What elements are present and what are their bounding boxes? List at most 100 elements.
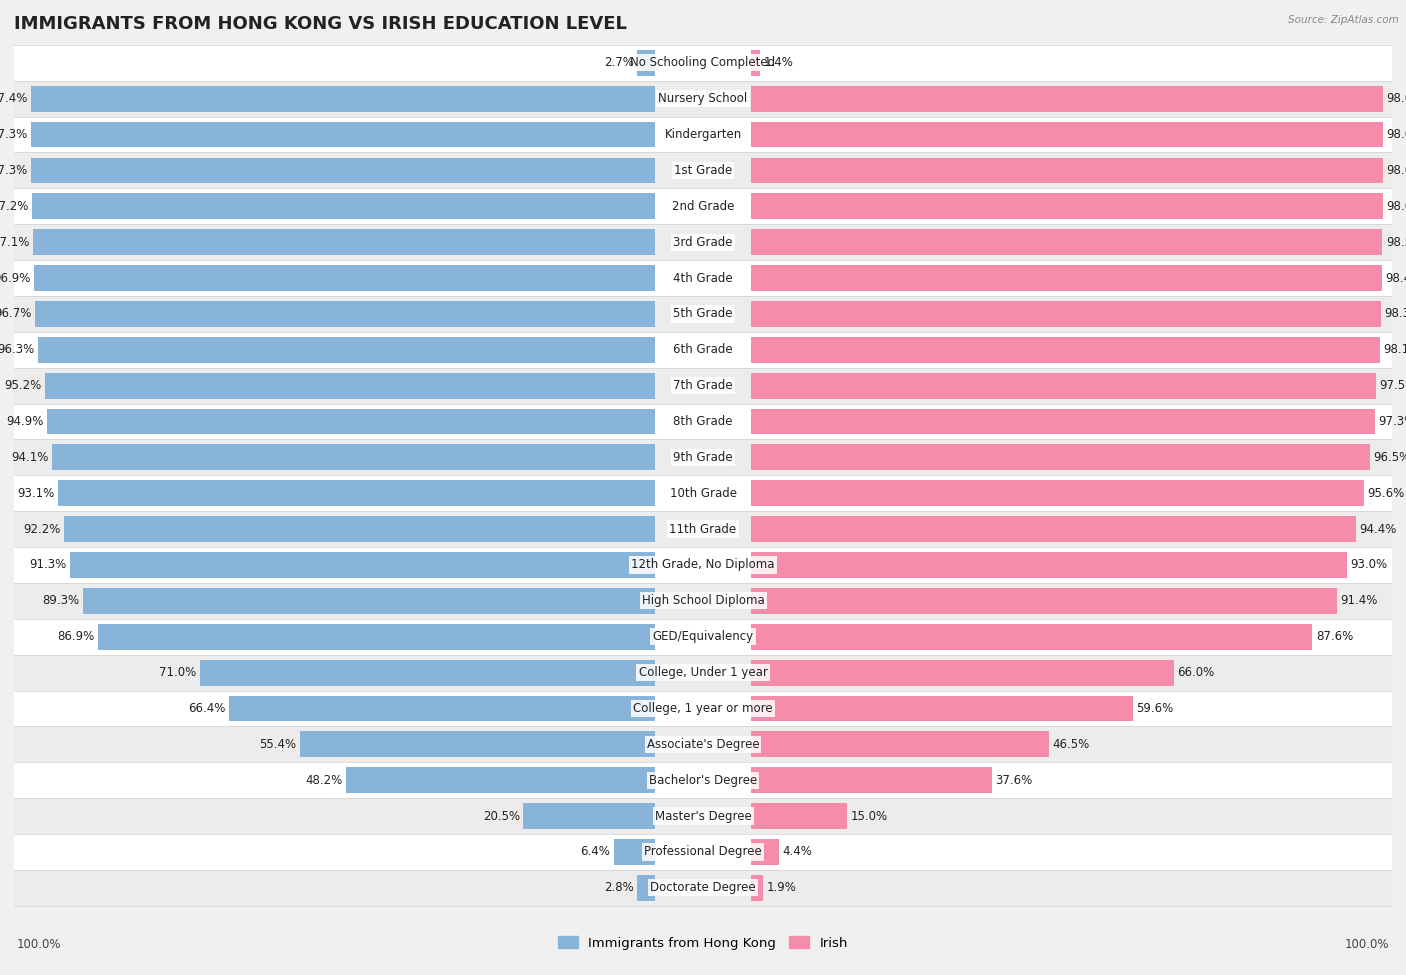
Bar (14, 332, 1392, 368)
Text: 59.6%: 59.6% (1136, 702, 1174, 715)
Bar (38, 336, 655, 363)
Text: 98.3%: 98.3% (1385, 307, 1406, 321)
Text: 20.5%: 20.5% (482, 809, 520, 823)
Text: 91.3%: 91.3% (30, 559, 66, 571)
Text: 87.6%: 87.6% (1316, 630, 1353, 644)
Text: 96.7%: 96.7% (0, 307, 32, 321)
Text: No Schooling Completed: No Schooling Completed (630, 57, 776, 69)
Bar (31, 122, 655, 147)
Text: College, Under 1 year: College, Under 1 year (638, 666, 768, 680)
Text: Bachelor's Degree: Bachelor's Degree (650, 774, 756, 787)
Text: 95.6%: 95.6% (1367, 487, 1405, 500)
Bar (751, 372, 1376, 399)
Bar (229, 695, 655, 722)
Bar (14, 726, 1392, 762)
Text: 9th Grade: 9th Grade (673, 450, 733, 464)
Text: 98.6%: 98.6% (1386, 164, 1406, 176)
Text: 3rd Grade: 3rd Grade (673, 236, 733, 249)
Text: 2nd Grade: 2nd Grade (672, 200, 734, 213)
Bar (35, 301, 655, 327)
Text: Professional Degree: Professional Degree (644, 845, 762, 858)
Text: 100.0%: 100.0% (1344, 938, 1389, 951)
Bar (31, 158, 655, 183)
Text: 94.9%: 94.9% (6, 415, 44, 428)
Text: College, 1 year or more: College, 1 year or more (633, 702, 773, 715)
Bar (14, 583, 1392, 619)
Bar (751, 336, 1379, 363)
Bar (14, 476, 1392, 511)
Text: IMMIGRANTS FROM HONG KONG VS IRISH EDUCATION LEVEL: IMMIGRANTS FROM HONG KONG VS IRISH EDUCA… (14, 15, 627, 32)
Bar (751, 409, 1375, 435)
Bar (31, 86, 655, 111)
Bar (637, 875, 655, 901)
Bar (751, 445, 1369, 470)
Text: 2.8%: 2.8% (603, 881, 633, 894)
Bar (14, 368, 1392, 404)
Text: 93.0%: 93.0% (1351, 559, 1388, 571)
Bar (751, 767, 993, 793)
Bar (751, 875, 763, 901)
Bar (58, 481, 655, 506)
Bar (45, 372, 655, 399)
Bar (32, 193, 655, 219)
Text: 96.9%: 96.9% (0, 271, 31, 285)
Text: 6th Grade: 6th Grade (673, 343, 733, 356)
Bar (751, 803, 848, 829)
Bar (14, 152, 1392, 188)
Bar (98, 624, 655, 649)
Bar (751, 229, 1382, 255)
Bar (751, 193, 1384, 219)
Text: 96.3%: 96.3% (0, 343, 34, 356)
Bar (14, 45, 1392, 81)
Bar (52, 445, 655, 470)
Text: 93.1%: 93.1% (17, 487, 55, 500)
Bar (14, 511, 1392, 547)
Text: 37.6%: 37.6% (995, 774, 1033, 787)
Bar (637, 50, 655, 76)
Bar (751, 301, 1381, 327)
Bar (14, 619, 1392, 654)
Text: 97.2%: 97.2% (0, 200, 28, 213)
Bar (751, 265, 1382, 291)
Text: Kindergarten: Kindergarten (665, 128, 741, 141)
Text: 86.9%: 86.9% (58, 630, 94, 644)
Text: 98.5%: 98.5% (1386, 236, 1406, 249)
Bar (751, 516, 1355, 542)
Bar (14, 117, 1392, 152)
Bar (14, 834, 1392, 870)
Bar (14, 547, 1392, 583)
Text: 98.6%: 98.6% (1386, 128, 1406, 141)
Bar (46, 409, 655, 435)
Bar (523, 803, 655, 829)
Text: Associate's Degree: Associate's Degree (647, 738, 759, 751)
Text: 1.4%: 1.4% (763, 57, 793, 69)
Bar (14, 870, 1392, 906)
Text: 10th Grade: 10th Grade (669, 487, 737, 500)
Bar (14, 404, 1392, 440)
Bar (751, 122, 1384, 147)
Text: 98.1%: 98.1% (1384, 343, 1406, 356)
Bar (14, 762, 1392, 799)
Bar (14, 260, 1392, 296)
Text: 94.1%: 94.1% (11, 450, 48, 464)
Text: 97.4%: 97.4% (0, 93, 27, 105)
Text: 92.2%: 92.2% (24, 523, 60, 535)
Legend: Immigrants from Hong Kong, Irish: Immigrants from Hong Kong, Irish (558, 936, 848, 950)
Text: 11th Grade: 11th Grade (669, 523, 737, 535)
Bar (14, 654, 1392, 690)
Text: 98.6%: 98.6% (1386, 93, 1406, 105)
Text: 71.0%: 71.0% (159, 666, 197, 680)
Bar (751, 158, 1384, 183)
Bar (14, 296, 1392, 332)
Text: 98.6%: 98.6% (1386, 200, 1406, 213)
Bar (299, 731, 655, 758)
Text: 1st Grade: 1st Grade (673, 164, 733, 176)
Text: 97.5%: 97.5% (1379, 379, 1406, 392)
Text: Source: ZipAtlas.com: Source: ZipAtlas.com (1288, 15, 1399, 24)
Bar (614, 839, 655, 865)
Text: 66.4%: 66.4% (188, 702, 226, 715)
Text: 97.3%: 97.3% (0, 128, 28, 141)
Text: 6.4%: 6.4% (581, 845, 610, 858)
Text: 97.1%: 97.1% (0, 236, 30, 249)
Bar (14, 690, 1392, 726)
